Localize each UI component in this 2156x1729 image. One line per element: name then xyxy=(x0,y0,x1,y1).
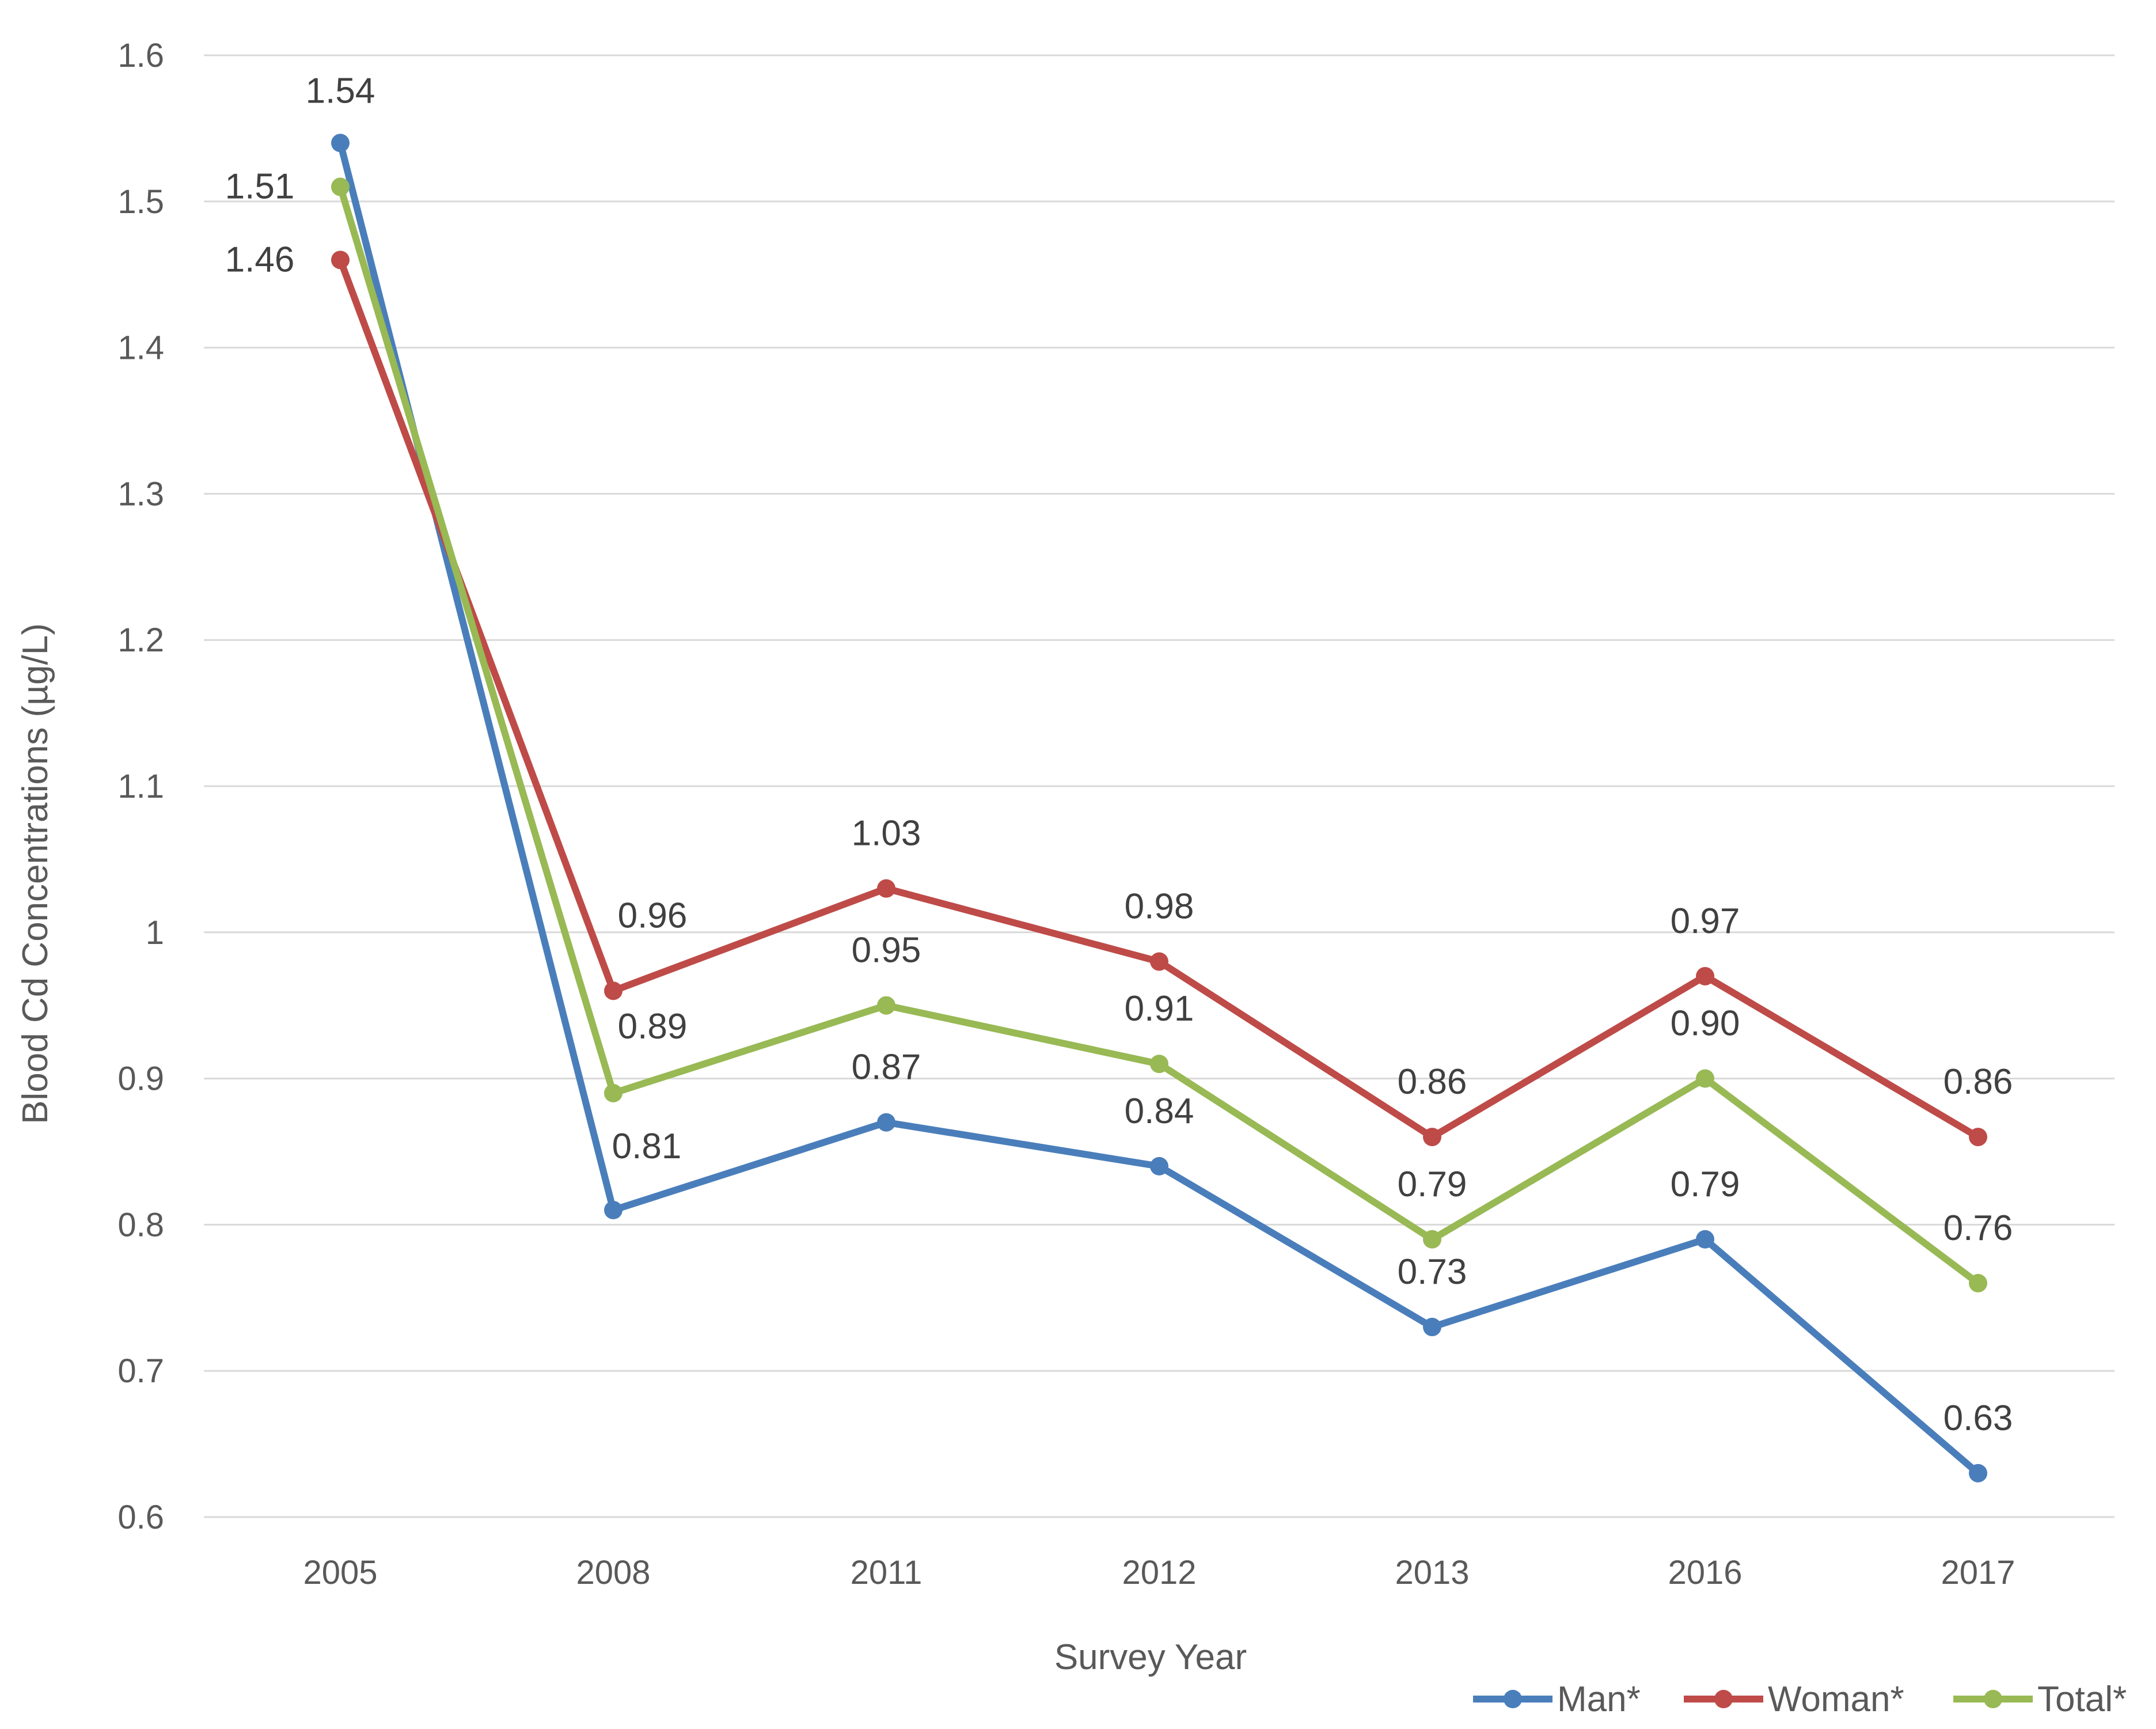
data-point xyxy=(1423,1230,1441,1249)
series-line-man xyxy=(337,139,1982,1477)
data-label: 0.73 xyxy=(1398,1252,1467,1292)
data-label: 0.79 xyxy=(1398,1165,1467,1204)
data-point xyxy=(331,177,350,196)
x-tick-label: 2008 xyxy=(576,1554,650,1591)
x-tick-label: 2005 xyxy=(303,1554,377,1591)
data-point xyxy=(877,1113,895,1132)
data-point xyxy=(1696,1230,1714,1249)
data-label: 1.54 xyxy=(306,71,375,111)
data-point xyxy=(877,879,895,898)
data-label: 0.87 xyxy=(852,1048,921,1087)
y-tick-label: 1 xyxy=(146,914,164,951)
legend-swatch-marker xyxy=(1984,1690,2002,1708)
legend-swatch-marker xyxy=(1504,1690,1522,1708)
x-axis-ticks: 2005 2008 2011 2012 2013 2016 2017 xyxy=(303,1554,2015,1591)
x-tick-label: 2013 xyxy=(1395,1554,1469,1591)
data-point xyxy=(604,981,622,1000)
x-axis-title: Survey Year xyxy=(1054,1637,1247,1677)
y-tick-label: 1.5 xyxy=(117,183,164,221)
series-markers xyxy=(331,134,1987,1482)
series-lines xyxy=(337,139,1982,1477)
legend-swatch-marker xyxy=(1714,1690,1733,1708)
data-label: 0.84 xyxy=(1125,1091,1194,1131)
data-label: 0.95 xyxy=(852,931,921,970)
x-tick-label: 2017 xyxy=(1941,1554,2015,1591)
data-point xyxy=(1969,1463,1987,1482)
data-point xyxy=(331,251,350,270)
legend-label: Man* xyxy=(1557,1679,1641,1719)
data-labels: 1.54 0.81 0.87 0.84 0.73 0.79 0.63 1.46 0.96 1.03… xyxy=(225,71,2013,1438)
data-point xyxy=(1969,1273,1987,1292)
data-label: 1.46 xyxy=(225,240,295,279)
data-label: 0.86 xyxy=(1944,1062,2013,1102)
y-axis-title: Blood Cd Concentrations (µg/L) xyxy=(16,623,55,1124)
data-point xyxy=(1696,966,1714,985)
data-point xyxy=(1150,1157,1168,1176)
y-tick-label: 1.4 xyxy=(117,329,164,367)
data-label: 0.90 xyxy=(1671,1004,1740,1044)
data-label: 0.91 xyxy=(1125,989,1194,1029)
data-label: 0.98 xyxy=(1125,887,1194,927)
legend: Man* Woman* Total* xyxy=(1473,1679,2127,1719)
data-point xyxy=(1150,1055,1168,1074)
y-tick-label: 0.7 xyxy=(117,1352,164,1390)
y-tick-label: 0.9 xyxy=(117,1060,164,1098)
data-point xyxy=(604,1083,622,1102)
y-tick-label: 0.8 xyxy=(117,1206,164,1243)
data-point xyxy=(1696,1069,1714,1088)
data-label: 1.03 xyxy=(852,814,921,854)
x-tick-label: 2011 xyxy=(851,1554,923,1591)
data-label: 0.89 xyxy=(618,1007,688,1046)
data-label: 0.81 xyxy=(612,1127,682,1166)
data-point xyxy=(1423,1128,1441,1147)
data-label: 0.63 xyxy=(1944,1398,2013,1438)
data-label: 0.79 xyxy=(1671,1165,1740,1204)
x-tick-label: 2012 xyxy=(1122,1554,1196,1591)
data-label: 0.97 xyxy=(1671,901,1740,941)
data-label: 0.86 xyxy=(1398,1062,1467,1102)
legend-label: Total* xyxy=(2037,1679,2127,1719)
data-point xyxy=(604,1201,622,1220)
data-point xyxy=(331,134,350,153)
y-tick-label: 1.1 xyxy=(117,768,164,805)
y-tick-label: 1.6 xyxy=(117,37,164,74)
y-axis-ticks: 0.6 0.7 0.8 0.9 1 1.1 1.2 1.3 1.4 1.5 1.6 xyxy=(117,37,164,1536)
data-point xyxy=(1150,952,1168,971)
data-label: 1.51 xyxy=(225,166,295,206)
x-tick-label: 2016 xyxy=(1668,1554,1742,1591)
y-tick-label: 0.6 xyxy=(117,1499,164,1536)
data-point xyxy=(877,996,895,1015)
gridlines xyxy=(204,54,2115,1518)
data-label: 0.96 xyxy=(618,896,688,935)
y-tick-label: 1.2 xyxy=(117,621,164,659)
data-label: 0.76 xyxy=(1944,1208,2013,1248)
data-point xyxy=(1969,1128,1987,1147)
y-tick-label: 1.3 xyxy=(117,475,164,513)
legend-label: Woman* xyxy=(1768,1679,1904,1719)
data-point xyxy=(1423,1318,1441,1337)
